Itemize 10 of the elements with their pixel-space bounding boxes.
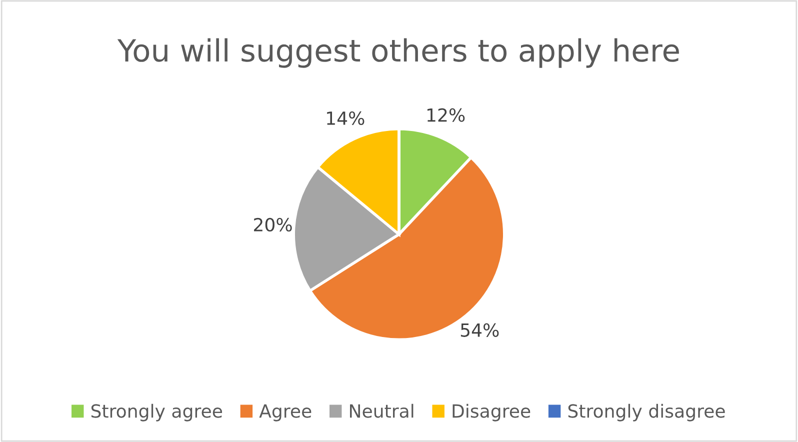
chart-title: You will suggest others to apply here bbox=[117, 38, 679, 68]
legend-label: Strongly agree bbox=[91, 404, 222, 422]
data-label: 54% bbox=[460, 323, 499, 337]
data-label: 14% bbox=[327, 111, 364, 126]
legend-label: Disagree bbox=[452, 404, 530, 422]
data-label: 20% bbox=[254, 218, 292, 232]
legend-label: Neutral bbox=[350, 404, 414, 418]
data-label: 12% bbox=[427, 108, 465, 122]
legend-label: Agree bbox=[259, 404, 312, 422]
legend-label: Strongly disagree bbox=[568, 404, 725, 422]
